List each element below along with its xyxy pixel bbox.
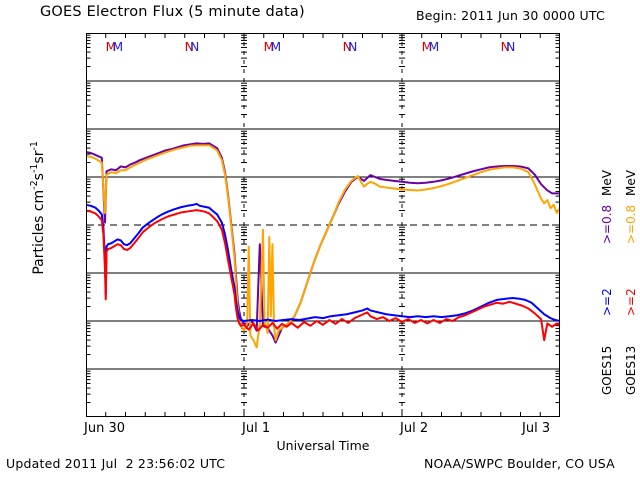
event-marker-goes13: M (105, 39, 117, 54)
series-line-2 (86, 202, 560, 322)
x-tick-label: Jul 1 (242, 421, 271, 436)
y-axis-exp-3: -1 (29, 141, 41, 151)
event-marker-goes15: M (112, 39, 124, 54)
begin-time-label: Begin: 2011 Jun 30 0000 UTC (416, 8, 605, 23)
plot-svg (86, 33, 560, 417)
legend-threshold-2mev-1: >=2 (624, 288, 638, 316)
x-tick-label: Jul 2 (400, 421, 429, 436)
event-marker: NN (184, 39, 200, 54)
event-marker-goes13: M (421, 39, 433, 54)
event-marker: NN (500, 39, 516, 54)
y-axis-title: Particles cm-2s-1sr-1 (29, 88, 47, 328)
event-marker-goes15: N (347, 39, 358, 54)
y-axis-title-s: s (30, 173, 47, 181)
y-axis-title-sr: sr (30, 150, 47, 164)
legend-satellite-0: GOES15 (600, 345, 614, 395)
x-tick-label: Jun 30 (84, 421, 125, 436)
event-marker-goes15: M (428, 39, 440, 54)
event-marker-goes13: N (342, 39, 352, 54)
y-axis-exp-2: -1 (29, 163, 41, 174)
event-marker-goes15: N (505, 39, 516, 54)
event-marker: MM (421, 39, 440, 54)
series-line-3 (86, 209, 560, 342)
legend-threshold-2mev-0: >=2 (600, 288, 614, 316)
x-tick-label: Jul 3 (522, 421, 551, 436)
y-axis-title-text: Particles cm (30, 189, 47, 275)
event-marker-goes13: M (263, 39, 275, 54)
event-marker-goes13: N (184, 39, 194, 54)
source-credit: NOAA/SWPC Boulder, CO USA (424, 456, 615, 471)
legend-unit-0: MeV (600, 170, 614, 196)
y-axis-exp-1: -2 (29, 180, 41, 190)
event-marker: NN (342, 39, 358, 54)
legend-threshold-08mev-1: >=0.8 (624, 204, 638, 244)
event-marker-goes15: N (190, 39, 200, 54)
series-line-1 (86, 144, 560, 349)
legend-threshold-08mev-0: >=0.8 (600, 204, 614, 244)
event-marker-goes15: M (270, 39, 282, 54)
series-line-0 (86, 142, 560, 344)
legend-unit-1: MeV (624, 170, 638, 196)
plot-area (86, 33, 560, 417)
plot-frame (86, 33, 560, 417)
updated-timestamp: Updated 2011 Jul 2 23:56:02 UTC (6, 456, 226, 471)
legend-satellite-1: GOES13 (624, 345, 638, 395)
x-axis-title: Universal Time (276, 438, 370, 453)
page-title: GOES Electron Flux (5 minute data) (40, 4, 305, 20)
event-marker: MM (105, 39, 124, 54)
event-marker-goes13: N (500, 39, 510, 54)
event-marker: MM (263, 39, 282, 54)
